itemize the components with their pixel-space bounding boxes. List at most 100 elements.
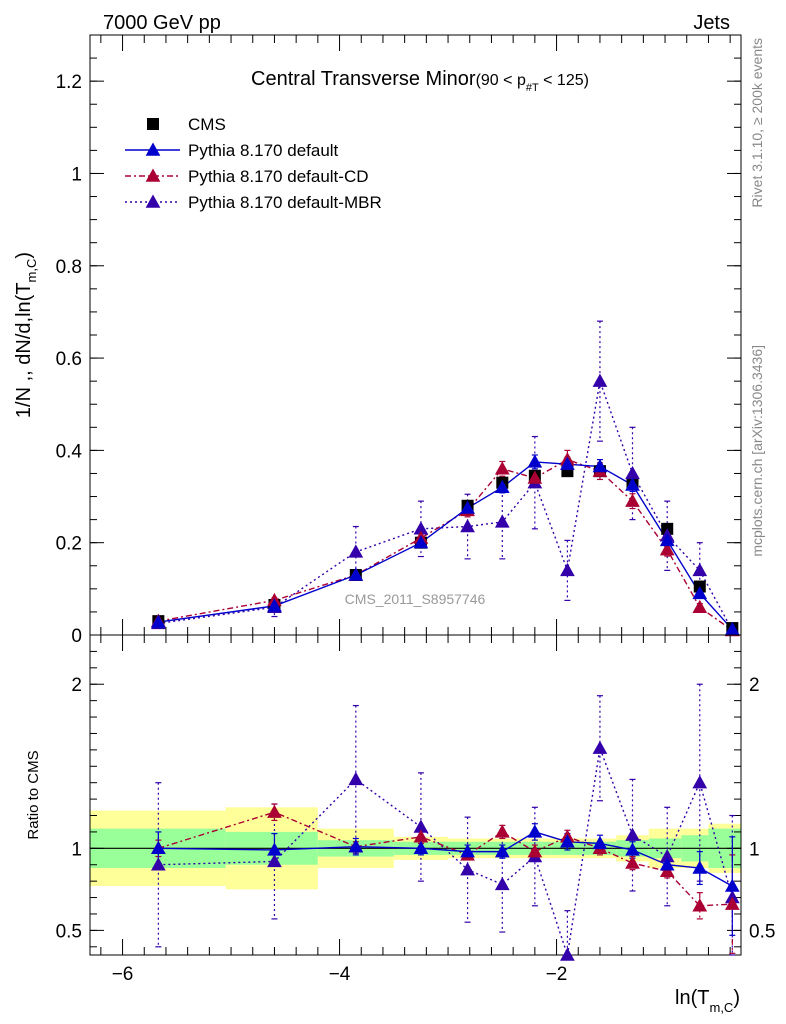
ratio-tick-label: 0.5 (56, 921, 82, 942)
ratio-marker-mbr (592, 740, 608, 754)
legend: CMS Pythia 8.170 default Pythia 8.170 defa… (125, 115, 382, 212)
ratio-marker-mbr (625, 827, 640, 841)
marker-default (659, 532, 675, 547)
marker-default (413, 535, 429, 549)
ratio-marker-cd (724, 896, 740, 910)
plot-title: Central Transverse Minor(90 < p#T < 125) (251, 68, 589, 94)
ratio-marker-cd (625, 855, 640, 869)
marker-cd (692, 599, 708, 614)
ratio-data-marks (151, 683, 740, 961)
plot-title-main: Central Transverse Minor (251, 68, 476, 90)
ylabel-close: ) (13, 252, 35, 259)
ratio-marker-default (460, 844, 475, 858)
marker-mbr (560, 562, 575, 577)
ratio-tick-label-right: 2 (749, 675, 760, 696)
ratio-tick-label: 1 (71, 839, 82, 860)
plot-title-range-left: (90 < p (476, 72, 526, 89)
legend-marker-cd (145, 168, 161, 182)
marker-mbr (460, 519, 475, 533)
y-tick-label: 0.6 (56, 349, 82, 370)
ratio-marker-default (592, 835, 608, 850)
ratio-marker-default (724, 878, 740, 892)
legend-label-mbr: Pythia 8.170 default-MBR (188, 193, 382, 212)
side-mcplots-label: mcplots.cern.ch [arXiv:1306.3436] (749, 345, 765, 557)
main-y-axis: 0 0.2 0.4 0.6 0.8 1 1.2 (56, 34, 741, 647)
marker-default (460, 500, 475, 514)
marker-mbr (592, 373, 608, 387)
marker-cd (527, 470, 543, 484)
ratio-marker-cd (692, 898, 708, 912)
legend-marker-default (145, 142, 161, 156)
svg-text:Central Transverse Minor(90 <: Central Transverse Minor(90 < p#T < 125) (251, 68, 589, 94)
marker-default (527, 454, 543, 468)
ratio-marker-cd (527, 844, 543, 858)
y-tick-label: 1 (71, 164, 82, 185)
xlabel-sub: m,C (709, 1000, 733, 1015)
ratio-marker-default (494, 844, 510, 858)
ratio-marker-mbr (151, 857, 166, 871)
marker-default (348, 567, 364, 581)
ratio-marker-default (151, 840, 166, 855)
y-tick-label: 0.8 (56, 257, 82, 278)
marker-default (151, 614, 166, 628)
legend-marker-mbr (145, 194, 161, 208)
x-tick-label: −6 (112, 964, 134, 985)
y-tick-label: 1.2 (56, 72, 82, 93)
marker-default (692, 585, 708, 600)
ratio-marker-mbr (460, 862, 475, 876)
ylabel-main: 1/N ,, dN/d,ln(T (13, 282, 35, 418)
ratio-marker-mbr (560, 947, 575, 961)
ratio-y-axis-label: Ratio to CMS (25, 750, 42, 839)
marker-cd (494, 461, 510, 475)
plot-title-range-sub: #T (526, 82, 539, 94)
ratio-marker-cd (494, 824, 510, 838)
ratio-marker-default (659, 857, 675, 871)
marker-default (560, 456, 575, 470)
marker-default (494, 479, 510, 494)
x-axis-label: ln(Tm,C) (675, 987, 740, 1015)
ratio-tick-label-right: 1 (749, 839, 760, 860)
ratio-marker-default (692, 860, 708, 874)
legend-marker-cms (147, 118, 159, 130)
svg-text:1/N ,, dN/d,ln(Tm,C): 1/N ,, dN/d,ln(Tm,C) (13, 252, 39, 418)
main-plot-panel: Central Transverse Minor(90 < p#T < 125)… (13, 34, 742, 647)
ratio-marker-mbr (348, 771, 364, 786)
ratio-marker-default (413, 840, 429, 855)
ratio-marker-mbr (494, 876, 510, 891)
ratio-marker-default (527, 824, 543, 838)
xlabel-close: ) (733, 987, 740, 1009)
ratio-marker-cd (659, 863, 675, 878)
y-tick-label: 0.2 (56, 534, 82, 555)
main-data-marks (151, 320, 740, 637)
marker-mbr (692, 562, 708, 577)
ratio-marker-cd (267, 804, 282, 818)
watermark-label: CMS_2011_S8957746 (345, 591, 486, 607)
ratio-x-axis: −6 −4 −2 (100, 635, 731, 985)
marker-mbr (494, 514, 510, 528)
legend-label-cd: Pythia 8.170 default-CD (188, 167, 369, 186)
y-tick-label: 0.4 (56, 441, 83, 462)
header-process-label: Jets (693, 12, 730, 34)
ratio-plot-frame (89, 634, 742, 956)
marker-default (592, 459, 608, 473)
legend-label-cms: CMS (188, 115, 226, 134)
ratio-marker-mbr (692, 775, 708, 789)
ratio-marker-default (625, 842, 640, 856)
marker-cd (625, 493, 640, 507)
x-tick-label: −4 (329, 964, 351, 985)
side-rivet-label: Rivet 3.1.10, ≥ 200k events (749, 38, 765, 208)
xlabel-main: ln(T (675, 987, 709, 1009)
plot-title-range-right: < 125) (539, 72, 589, 89)
ratio-marker-mbr (267, 853, 282, 868)
ratio-marker-default (560, 834, 575, 848)
marker-default (267, 598, 282, 612)
x-tick-label: −2 (546, 964, 568, 985)
marker-cd (659, 542, 675, 556)
ratio-y-axis: 0.5 0.5 1 1 2 2 (56, 650, 775, 948)
header-energy-label: 7000 GeV pp (103, 12, 221, 34)
ratio-tick-label: 2 (71, 675, 82, 696)
legend-label-default: Pythia 8.170 default (188, 141, 339, 160)
main-y-axis-label: 1/N ,, dN/d,ln(Tm,C) (13, 252, 39, 418)
ratio-plot-panel: 0.5 0.5 1 1 2 2 −6 −4 −2 Ratio to CMS (25, 634, 775, 985)
